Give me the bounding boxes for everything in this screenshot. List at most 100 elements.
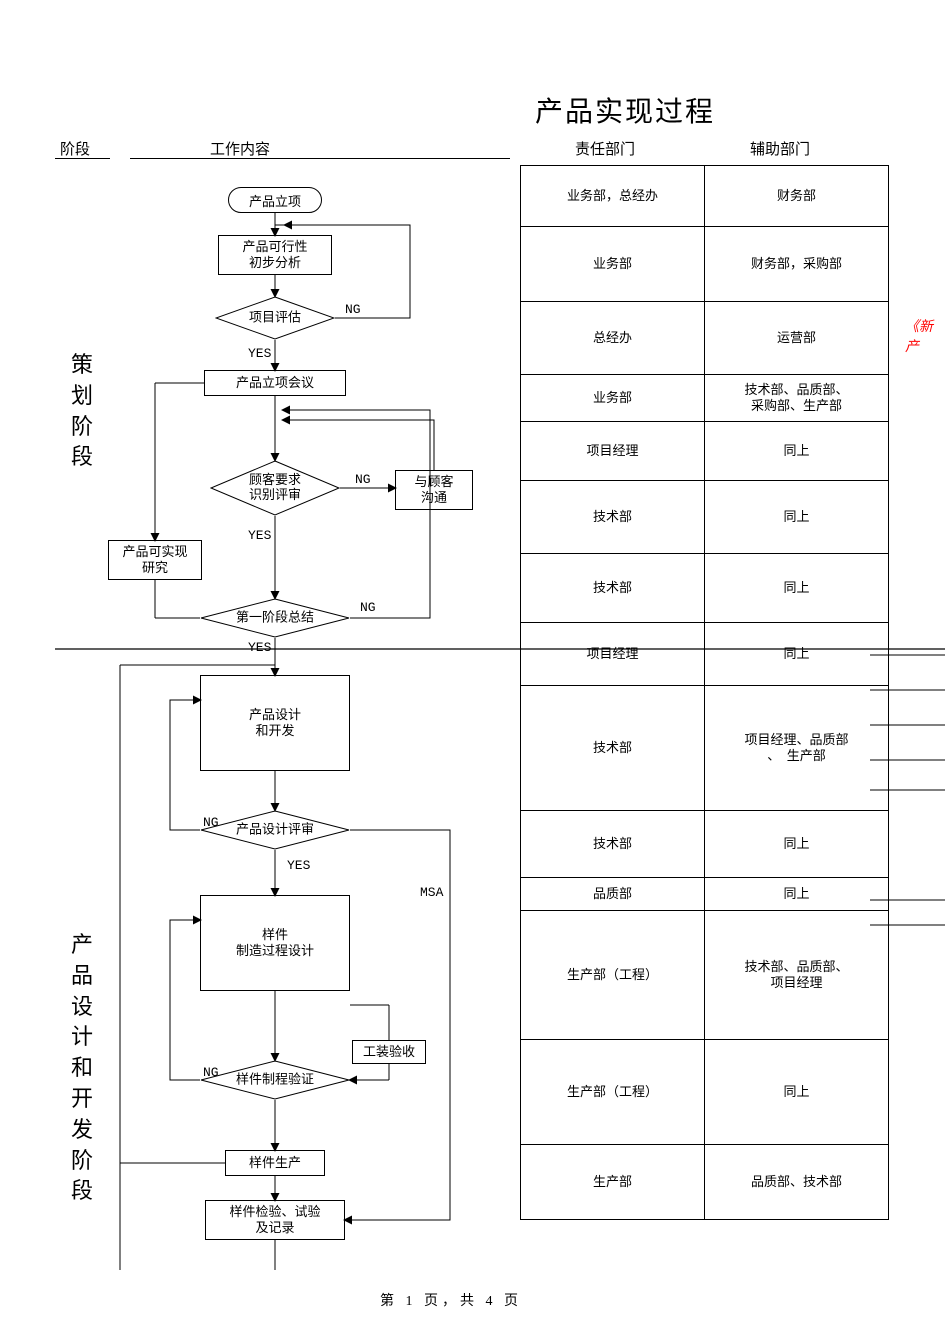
n6-l2: 研究: [142, 560, 168, 575]
header-resp: 责任部门: [575, 138, 635, 159]
node-terminator-start: 产品立项: [228, 187, 322, 213]
label-yes-4: YES: [287, 858, 310, 873]
label-yes-2: YES: [248, 528, 271, 543]
n10b-label: 工装验收: [363, 1044, 415, 1060]
label-ng-5: NG: [203, 1065, 219, 1080]
node-sample-verify-decision: 样件制程验证: [200, 1060, 350, 1100]
dept-assist-cell: 同上: [705, 811, 889, 878]
dept-row: 品质部同上: [521, 878, 889, 911]
phase-2-label: 产品设计和开发阶段: [70, 930, 94, 1207]
dept-assist-cell: 同上: [705, 623, 889, 686]
dept-resp-cell: 技术部: [521, 686, 705, 811]
dept-resp-cell: 业务部: [521, 375, 705, 422]
n6-l1: 产品可实现: [122, 544, 187, 559]
n5-l2: 识别评审: [249, 487, 301, 502]
dept-assist-cell: 同上: [705, 1040, 889, 1145]
dept-table: 业务部，总经办财务部业务部财务部，采购部总经办运营部业务部技术部、品质部、采购部…: [520, 165, 889, 1220]
n13-l1: 样件检验、试验: [229, 1204, 320, 1219]
header-rule-phase: [55, 158, 110, 159]
dept-resp-cell: 品质部: [521, 878, 705, 911]
dept-row: 业务部财务部，采购部: [521, 227, 889, 302]
n5b-l2: 沟通: [421, 490, 447, 505]
n5b-l1: 与顾客: [414, 474, 453, 489]
label-yes-3: YES: [248, 640, 271, 655]
dept-row: 技术部同上: [521, 811, 889, 878]
dept-row: 生产部品质部、技术部: [521, 1145, 889, 1220]
dept-assist-cell: 运营部: [705, 302, 889, 375]
phase-2-text: 产品设计和开发阶段: [70, 930, 94, 1207]
doc-title: 产品实现过程: [535, 90, 715, 130]
dept-row: 业务部，总经办财务部: [521, 166, 889, 227]
label-msa: MSA: [420, 885, 443, 900]
node-feasibility: 产品可行性初步分析: [218, 235, 332, 275]
dept-assist-cell: 同上: [705, 878, 889, 911]
n12-label: 样件生产: [249, 1155, 301, 1171]
label-ng-4: NG: [203, 815, 219, 830]
node-research: 产品可实现研究: [108, 540, 202, 580]
dept-resp-cell: 业务部: [521, 227, 705, 302]
node-n1-label: 产品立项: [249, 191, 301, 210]
n8-l2: 和开发: [255, 723, 294, 738]
phase-1-text: 策划阶段: [70, 350, 94, 473]
header-assist: 辅助部门: [750, 138, 810, 159]
label-ng-2: NG: [355, 472, 371, 487]
label-ng-3: NG: [360, 600, 376, 615]
n13-l2: 及记录: [255, 1220, 294, 1235]
side-note: 《新产: [905, 316, 945, 356]
dept-resp-cell: 项目经理: [521, 623, 705, 686]
phase-1-label: 策划阶段: [70, 350, 94, 473]
n10-l1: 样件: [262, 927, 288, 942]
dept-resp-cell: 生产部（工程）: [521, 1040, 705, 1145]
dept-assist-cell: 技术部、品质部、项目经理: [705, 911, 889, 1040]
dept-assist-cell: 同上: [705, 481, 889, 554]
n9-label: 产品设计评审: [236, 822, 314, 837]
n10-l2: 制造过程设计: [236, 943, 314, 958]
dept-resp-cell: 总经办: [521, 302, 705, 375]
dept-resp-cell: 项目经理: [521, 422, 705, 481]
dept-resp-cell: 技术部: [521, 554, 705, 623]
dept-resp-cell: 生产部（工程）: [521, 911, 705, 1040]
n5-l1: 顾客要求: [249, 472, 301, 487]
dept-assist-cell: 品质部、技术部: [705, 1145, 889, 1220]
label-ng-1: NG: [345, 302, 361, 317]
dept-row: 生产部（工程）技术部、品质部、项目经理: [521, 911, 889, 1040]
dept-assist-cell: 财务部: [705, 166, 889, 227]
dept-resp-cell: 生产部: [521, 1145, 705, 1220]
node-meeting: 产品立项会议: [204, 370, 346, 396]
node-sample-prod: 样件生产: [225, 1150, 325, 1176]
dept-assist-cell: 同上: [705, 554, 889, 623]
dept-assist-cell: 同上: [705, 422, 889, 481]
n2-l2: 初步分析: [249, 255, 301, 270]
dept-resp-cell: 技术部: [521, 481, 705, 554]
node-eval-decision: 项目评估: [215, 296, 335, 340]
dept-assist-cell: 财务部，采购部: [705, 227, 889, 302]
dept-row: 技术部同上: [521, 554, 889, 623]
dept-row: 业务部技术部、品质部、采购部、生产部: [521, 375, 889, 422]
header-work: 工作内容: [210, 138, 270, 159]
dept-row: 项目经理同上: [521, 623, 889, 686]
node-stage1-summary-decision: 第一阶段总结: [200, 598, 350, 638]
node-tooling-accept: 工装验收: [352, 1040, 426, 1064]
dept-row: 生产部（工程）同上: [521, 1040, 889, 1145]
page-footer: 第 1 页，共 4 页: [380, 1290, 522, 1310]
n2-l1: 产品可行性: [242, 239, 307, 254]
dept-assist-cell: 技术部、品质部、采购部、生产部: [705, 375, 889, 422]
dept-row: 技术部同上: [521, 481, 889, 554]
node-design-dev: 产品设计和开发: [200, 675, 350, 771]
n8-l1: 产品设计: [249, 707, 301, 722]
n4-label: 产品立项会议: [236, 375, 314, 391]
dept-resp-cell: 技术部: [521, 811, 705, 878]
header-phase: 阶段: [60, 138, 90, 159]
n7-label: 第一阶段总结: [236, 610, 314, 625]
n3-label: 项目评估: [249, 310, 301, 325]
dept-resp-cell: 业务部，总经办: [521, 166, 705, 227]
node-customer-req-decision: 顾客要求识别评审: [210, 460, 340, 516]
page: 产品实现过程 阶段 工作内容 责任部门 辅助部门 策划阶段 产品设计和开发阶段 …: [0, 0, 945, 1337]
dept-assist-cell: 项目经理、品质部、 生产部: [705, 686, 889, 811]
node-sample-process: 样件制造过程设计: [200, 895, 350, 991]
dept-row: 技术部项目经理、品质部、 生产部: [521, 686, 889, 811]
n11-label: 样件制程验证: [236, 1072, 314, 1087]
header-rule-work: [130, 158, 510, 159]
dept-row: 总经办运营部: [521, 302, 889, 375]
node-sample-inspect: 样件检验、试验及记录: [205, 1200, 345, 1240]
